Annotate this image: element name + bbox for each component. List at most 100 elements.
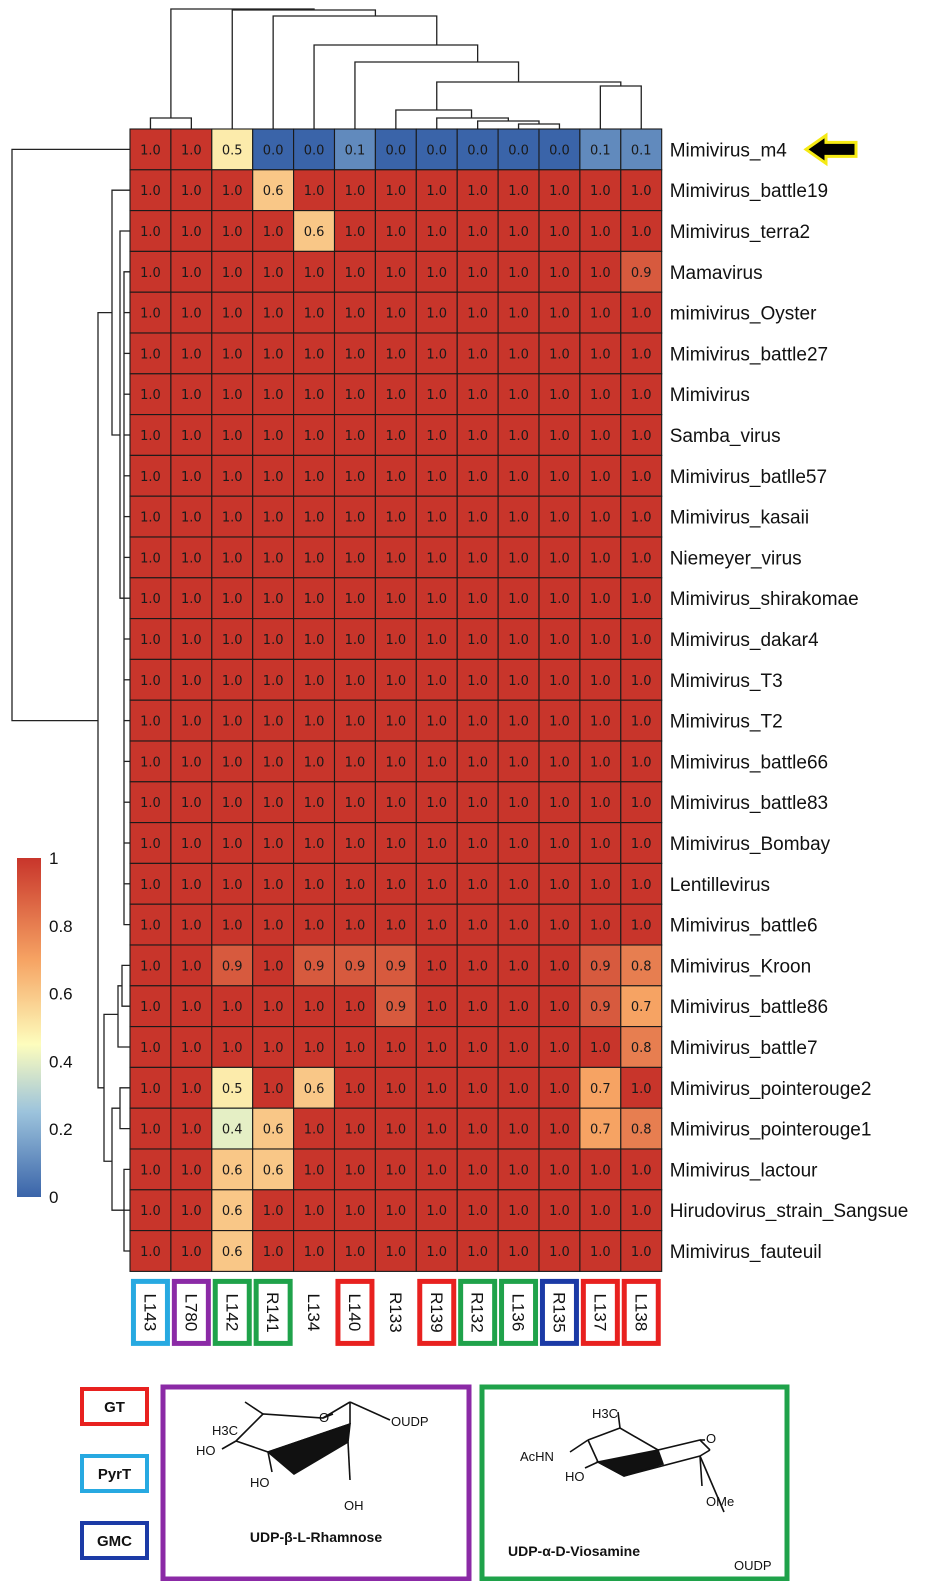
heatmap-cell xyxy=(293,699,336,742)
cell-value-label: 1.0 xyxy=(345,592,366,607)
cell-value-label: 0.7 xyxy=(590,1123,611,1138)
column-label: L134 xyxy=(304,1293,323,1331)
heatmap-cell xyxy=(293,1189,336,1232)
column-label-frame xyxy=(621,1278,661,1346)
cell-value-label: 1.0 xyxy=(631,511,652,526)
cell-value-label: 1.0 xyxy=(345,796,366,811)
row-label: Mimivirus_battle66 xyxy=(670,752,828,773)
cell-value-label: 1.0 xyxy=(426,755,447,770)
cell-value-label: 1.0 xyxy=(631,755,652,770)
cell-value-label: 1.0 xyxy=(467,388,488,403)
heatmap-cell xyxy=(415,658,458,701)
heatmap-cell xyxy=(538,781,581,824)
heatmap-cell xyxy=(620,1107,663,1150)
cell-value-label: 1.0 xyxy=(426,1245,447,1260)
rham-atom-o: O xyxy=(319,1410,329,1425)
cell-value-label: 1.0 xyxy=(631,674,652,689)
cell-value-label: 1.0 xyxy=(304,1204,325,1219)
cell-value-label: 1.0 xyxy=(590,755,611,770)
heatmap-cell xyxy=(211,985,254,1028)
cell-value-label: 1.0 xyxy=(140,1204,161,1219)
cell-value-label: 1.0 xyxy=(222,796,243,811)
cell-value-label: 0.1 xyxy=(345,143,366,158)
cell-value-label: 1.0 xyxy=(508,1082,529,1097)
cell-value-label: 0.0 xyxy=(386,143,407,158)
heatmap-cell xyxy=(497,740,540,783)
cell-value-label: 1.0 xyxy=(508,959,529,974)
cell-value-label: 1.0 xyxy=(426,551,447,566)
cell-value-label: 1.0 xyxy=(345,266,366,281)
cell-value-label: 0.0 xyxy=(304,143,325,158)
heatmap-cell xyxy=(293,1026,336,1068)
cell-value-label: 1.0 xyxy=(222,837,243,852)
cell-value-label: 1.0 xyxy=(345,837,366,852)
column-label: R139 xyxy=(427,1292,446,1333)
cell-value-label: 1.0 xyxy=(631,184,652,199)
heatmap-cell xyxy=(497,495,540,538)
heatmap-cell xyxy=(620,1066,663,1109)
cell-value-label: 1.0 xyxy=(222,715,243,730)
cell-value-label: 1.0 xyxy=(426,1163,447,1178)
heatmap-cell xyxy=(579,1230,622,1272)
heatmap-cell xyxy=(620,985,663,1028)
cell-value-label: 1.0 xyxy=(345,715,366,730)
cell-value-label: 1.0 xyxy=(222,429,243,444)
heatmap-cell xyxy=(497,1107,540,1150)
cell-value-label: 1.0 xyxy=(181,1041,202,1056)
heatmap-cell xyxy=(170,1230,213,1272)
cell-value-label: 1.0 xyxy=(222,266,243,281)
heatmap-cell xyxy=(293,1066,336,1109)
heatmap-cell xyxy=(620,577,663,620)
heatmap-cell xyxy=(170,454,213,497)
cell-value-label: 1.0 xyxy=(263,592,284,607)
cell-value-label: 0.0 xyxy=(467,143,488,158)
heatmap-cell xyxy=(374,454,417,497)
dendrogram-branch xyxy=(231,9,377,129)
dendrogram-branch xyxy=(313,44,479,129)
heatmap-cell xyxy=(211,1189,254,1232)
cell-value-label: 1.0 xyxy=(467,715,488,730)
dendrogram-branch xyxy=(436,81,622,110)
heatmap-cell xyxy=(415,1189,458,1232)
heatmap-cell xyxy=(456,169,499,212)
legend-item-gmc: GMC xyxy=(80,1521,149,1560)
cell-value-label: 1.0 xyxy=(304,592,325,607)
cell-value-label: 1.0 xyxy=(590,225,611,240)
cell-value-label: 1.0 xyxy=(181,633,202,648)
heatmap-cell xyxy=(415,536,458,579)
cell-value-label: 1.0 xyxy=(590,1204,611,1219)
column-label-frame xyxy=(499,1278,539,1346)
heatmap-cell xyxy=(620,1230,663,1272)
cell-value-label: 1.0 xyxy=(467,307,488,322)
heatmap-cell xyxy=(252,618,295,660)
row-label: Mimivirus_battle7 xyxy=(670,1038,818,1059)
heatmap-cell xyxy=(293,1107,336,1150)
cell-value-label: 0.6 xyxy=(263,184,284,199)
cell-value-label: 0.9 xyxy=(222,959,243,974)
cell-value-label: 1.0 xyxy=(549,1245,570,1260)
cell-value-label: 1.0 xyxy=(345,347,366,362)
heatmap-cell xyxy=(579,862,622,905)
cell-value-label: 1.0 xyxy=(590,1163,611,1178)
cell-value-label: 1.0 xyxy=(386,796,407,811)
heatmap-cell xyxy=(497,169,540,212)
cell-value-label: 1.0 xyxy=(426,307,447,322)
heatmap-cell xyxy=(497,822,540,864)
heatmap-cell xyxy=(211,740,254,783)
heatmap-cell xyxy=(252,577,295,620)
heatmap-cell xyxy=(538,618,581,660)
cell-value-label: 1.0 xyxy=(181,511,202,526)
heatmap-cell xyxy=(170,1148,213,1191)
rhamnose-frame xyxy=(160,1384,472,1581)
heatmap-cell xyxy=(129,169,172,212)
cell-value-label: 1.0 xyxy=(631,715,652,730)
cell-value-label: 0.4 xyxy=(222,1123,243,1138)
heatmap-cell xyxy=(293,944,336,987)
heatmap-cell xyxy=(620,332,663,375)
heatmap-cell xyxy=(129,1148,172,1191)
cell-value-label: 1.0 xyxy=(304,551,325,566)
heatmap-cell xyxy=(538,658,581,701)
rhamnose-structure-icon xyxy=(221,1401,391,1481)
heatmap-cell xyxy=(374,291,417,334)
cell-value-label: 1.0 xyxy=(631,1163,652,1178)
